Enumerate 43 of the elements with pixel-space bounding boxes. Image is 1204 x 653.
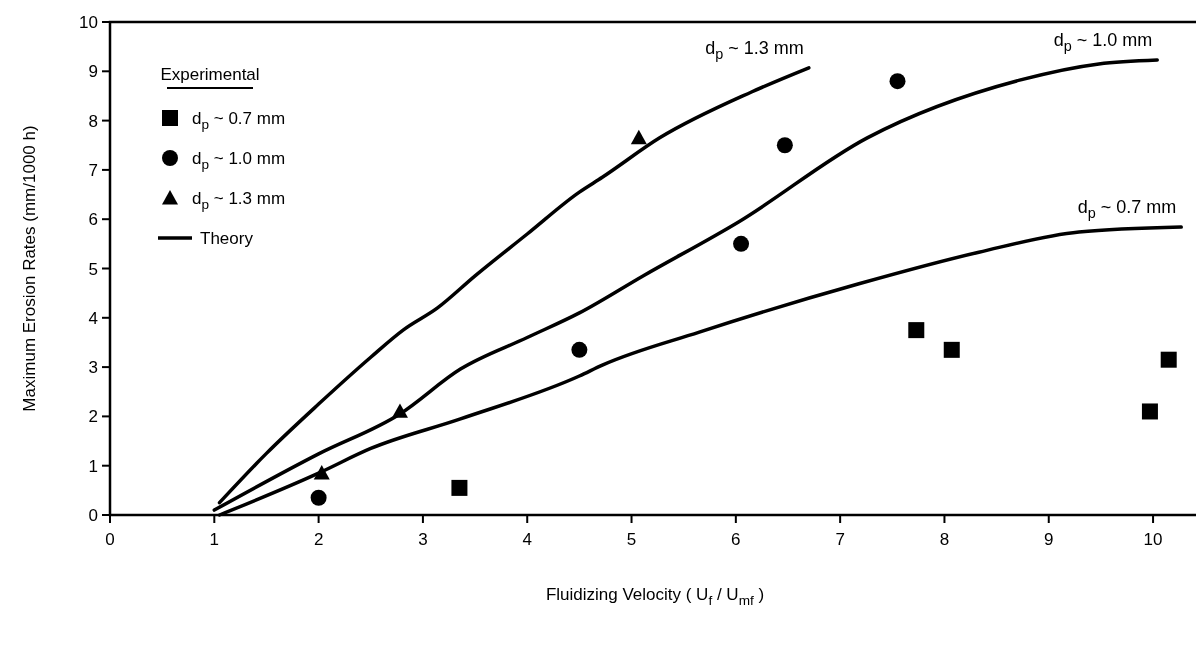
annotation: d$_{p}$ ~ 0.7 mm — [1077, 197, 1177, 221]
legend-label: Theory — [200, 229, 254, 248]
y-tick-label: 9 — [88, 62, 98, 82]
point — [571, 341, 588, 358]
point — [630, 129, 647, 145]
x-tick-label: 1 — [209, 530, 220, 549]
annotation: d$_{p}$ ~ 1.0 mm — [1053, 29, 1153, 54]
x-tick-label: 10 — [1143, 530, 1163, 549]
y-tick-label: 0 — [88, 506, 98, 525]
y-tick-label: 2 — [88, 407, 98, 427]
point — [1141, 403, 1158, 420]
legend-title: Experimental — [160, 65, 260, 84]
y-tick-label: 7 — [88, 160, 98, 180]
y-tick-label: 3 — [88, 358, 98, 378]
y-tick-label: 5 — [88, 259, 98, 279]
x-tick-label: 4 — [522, 530, 532, 549]
x-tick-label: 5 — [626, 530, 637, 549]
point — [908, 322, 925, 339]
x-tick-label: 0 — [105, 530, 115, 549]
point — [733, 235, 750, 252]
x-tick-label: 2 — [313, 530, 324, 549]
point — [943, 341, 960, 358]
point — [1160, 351, 1177, 368]
y-axis-title: Maximum Erosion Rates (mm/1000 h) — [20, 125, 39, 412]
y-tick-label: 8 — [88, 111, 98, 131]
x-tick-label: 9 — [1044, 530, 1054, 549]
x-tick-label: 3 — [418, 530, 428, 549]
y-tick-label: 1 — [88, 456, 98, 476]
point — [310, 489, 327, 506]
point — [776, 137, 793, 154]
legend-label: d$_{p}$ ~ 1.0 mm — [192, 149, 286, 172]
x-tick-label: 6 — [731, 530, 741, 549]
y-tick-label: 4 — [88, 308, 98, 328]
legend-label: d$_{p}$ ~ 0.7 mm — [192, 109, 286, 132]
x-tick-label: 7 — [835, 530, 845, 549]
x-axis-title: Fluidizing Velocity ( U$_{f}$ / U$_{mf}$ ) — [545, 585, 765, 608]
point — [451, 479, 468, 496]
y-tick-label: 6 — [88, 210, 98, 230]
annotation: d$_{p}$ ~ 1.3 mm — [705, 37, 804, 62]
legend-label: d$_{p}$ ~ 1.3 mm — [192, 189, 286, 212]
point — [889, 73, 906, 90]
x-tick-label: 8 — [939, 530, 950, 549]
y-tick-label: 10 — [79, 13, 98, 32]
